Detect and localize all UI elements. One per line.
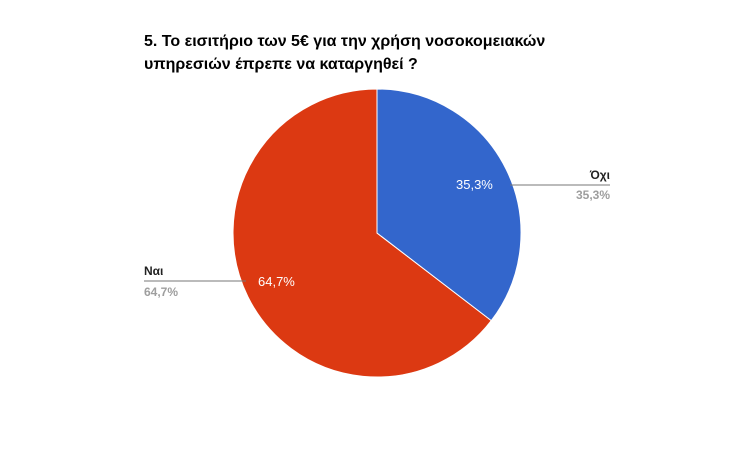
legend-value-nai: 64,7% — [144, 285, 179, 299]
legend-label-nai: Ναι — [144, 264, 164, 278]
chart-title: 5. Το εισιτήριο των 5€ για την χρήση νοσ… — [144, 30, 604, 76]
slice-label-oxi: 35,3% — [456, 177, 493, 192]
chart-title-line-2: υπηρεσιών έπρεπε να καταργηθεί ? — [144, 56, 418, 73]
pie-slice-nai[interactable] — [232, 88, 493, 378]
chart-title-line-1: 5. Το εισιτήριο των 5€ για την χρήση νοσ… — [144, 33, 546, 50]
pie-slice-oxi[interactable] — [376, 88, 522, 322]
slice-label-nai: 64,7% — [258, 274, 295, 289]
legend-label-oxi: Όχι — [589, 168, 610, 182]
legend-value-oxi: 35,3% — [575, 188, 610, 202]
